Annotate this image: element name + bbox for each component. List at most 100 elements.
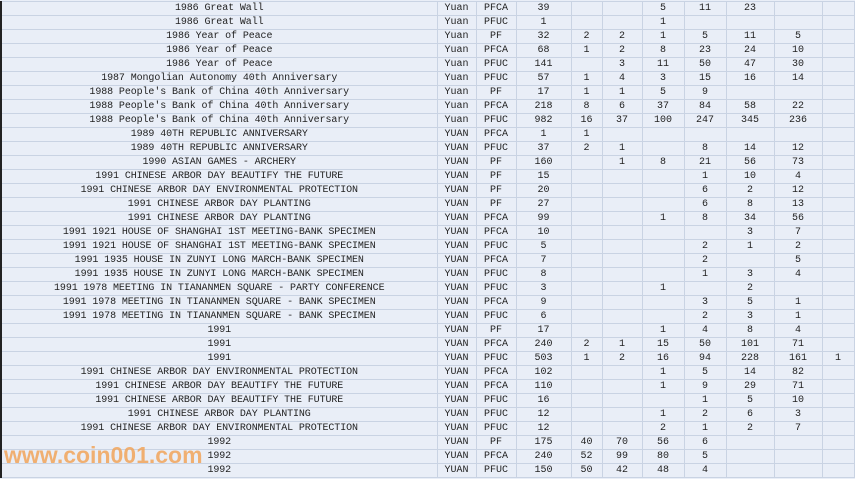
cell-total[interactable]: 32 [515,29,572,44]
cell-count[interactable] [821,225,855,240]
cell-currency[interactable]: YUAN [436,253,477,268]
cell-grade[interactable]: PFCA [475,449,517,464]
cell-count[interactable]: 71 [773,337,823,352]
cell-total[interactable]: 1 [515,127,572,142]
cell-count[interactable]: 73 [773,155,823,170]
cell-name[interactable]: 1991 1921 HOUSE OF SHANGHAI 1ST MEETING-… [0,225,438,240]
cell-count[interactable]: 14 [773,71,823,86]
cell-count[interactable]: 11 [641,57,685,72]
cell-count[interactable]: 2 [601,351,643,366]
cell-count[interactable] [821,29,855,44]
cell-count[interactable]: 1 [601,85,643,100]
cell-grade[interactable]: PFCA [475,295,517,310]
cell-count[interactable] [641,309,685,324]
cell-name[interactable]: 1992 [0,463,438,478]
cell-count[interactable] [570,421,603,436]
cell-count[interactable]: 1 [570,85,603,100]
cell-name[interactable]: 1991 CHINESE ARBOR DAY ENVIRONMENTAL PRO… [0,365,438,380]
cell-count[interactable]: 2 [570,29,603,44]
cell-count[interactable]: 6 [683,183,727,198]
cell-count[interactable]: 5 [725,295,775,310]
cell-count[interactable] [570,15,603,30]
cell-name[interactable]: 1988 People's Bank of China 40th Anniver… [0,99,438,114]
cell-total[interactable]: 141 [515,57,572,72]
cell-currency[interactable]: YUAN [436,393,477,408]
cell-count[interactable]: 50 [683,57,727,72]
cell-total[interactable]: 240 [515,337,572,352]
cell-total[interactable]: 8 [515,267,572,282]
cell-grade[interactable]: PFCA [475,211,517,226]
cell-total[interactable]: 20 [515,183,572,198]
cell-count[interactable]: 16 [570,113,603,128]
cell-currency[interactable]: Yuan [436,113,477,128]
cell-name[interactable]: 1991 CHINESE ARBOR DAY ENVIRONMENTAL PRO… [0,421,438,436]
cell-count[interactable]: 2 [570,337,603,352]
cell-total[interactable]: 57 [515,71,572,86]
cell-count[interactable]: 56 [773,211,823,226]
cell-count[interactable]: 15 [641,337,685,352]
cell-count[interactable]: 58 [725,99,775,114]
cell-count[interactable] [725,435,775,450]
cell-total[interactable]: 982 [515,113,572,128]
cell-count[interactable] [821,15,855,30]
cell-count[interactable]: 10 [773,393,823,408]
cell-count[interactable]: 1 [641,407,685,422]
cell-count[interactable]: 2 [683,239,727,254]
cell-count[interactable]: 71 [773,379,823,394]
cell-count[interactable]: 1 [821,351,855,366]
cell-total[interactable]: 15 [515,169,572,184]
cell-count[interactable]: 1 [773,309,823,324]
cell-count[interactable] [601,253,643,268]
cell-count[interactable] [821,1,855,16]
cell-count[interactable]: 4 [773,323,823,338]
cell-count[interactable]: 10 [725,169,775,184]
cell-grade[interactable]: PF [475,155,517,170]
cell-total[interactable]: 12 [515,407,572,422]
cell-name[interactable]: 1991 CHINESE ARBOR DAY BEAUTIFY THE FUTU… [0,393,438,408]
cell-count[interactable] [601,309,643,324]
cell-count[interactable] [601,183,643,198]
cell-count[interactable] [601,295,643,310]
cell-count[interactable]: 5 [773,29,823,44]
cell-count[interactable]: 6 [725,407,775,422]
cell-name[interactable]: 1986 Great Wall [0,15,438,30]
cell-count[interactable]: 1 [570,127,603,142]
cell-count[interactable]: 2 [601,29,643,44]
cell-name[interactable]: 1991 [0,323,438,338]
cell-count[interactable]: 1 [641,281,685,296]
cell-count[interactable] [641,183,685,198]
cell-currency[interactable]: YUAN [436,309,477,324]
cell-currency[interactable]: YUAN [436,449,477,464]
cell-total[interactable]: 10 [515,225,572,240]
cell-count[interactable] [570,197,603,212]
cell-total[interactable]: 12 [515,421,572,436]
cell-name[interactable]: 1991 CHINESE ARBOR DAY PLANTING [0,197,438,212]
cell-count[interactable] [821,281,855,296]
cell-currency[interactable]: YUAN [436,141,477,156]
cell-name[interactable]: 1990 ASIAN GAMES - ARCHERY [0,155,438,170]
cell-name[interactable]: 1987 Mongolian Autonomy 40th Anniversary [0,71,438,86]
cell-count[interactable] [821,295,855,310]
cell-count[interactable]: 5 [725,393,775,408]
cell-grade[interactable]: PFCA [475,43,517,58]
cell-count[interactable]: 100 [641,113,685,128]
cell-total[interactable]: 110 [515,379,572,394]
cell-grade[interactable]: PFUC [475,15,517,30]
cell-total[interactable]: 6 [515,309,572,324]
cell-count[interactable]: 34 [725,211,775,226]
cell-count[interactable] [570,239,603,254]
cell-grade[interactable]: PFCA [475,379,517,394]
cell-grade[interactable]: PFUC [475,57,517,72]
cell-currency[interactable]: Yuan [436,57,477,72]
cell-count[interactable] [821,463,855,478]
cell-count[interactable]: 7 [773,421,823,436]
cell-count[interactable]: 5 [683,449,727,464]
cell-name[interactable]: 1991 1978 MEETING IN TIANANMEN SQUARE - … [0,281,438,296]
cell-count[interactable]: 56 [725,155,775,170]
cell-currency[interactable]: YUAN [436,351,477,366]
cell-currency[interactable]: YUAN [436,379,477,394]
cell-grade[interactable]: PFUC [475,463,517,478]
cell-total[interactable]: 503 [515,351,572,366]
cell-name[interactable]: 1988 People's Bank of China 40th Anniver… [0,113,438,128]
cell-count[interactable]: 3 [641,71,685,86]
